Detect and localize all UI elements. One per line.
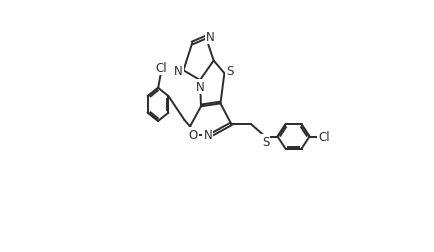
Text: N: N <box>196 81 204 94</box>
Text: Cl: Cl <box>318 131 330 143</box>
Text: S: S <box>262 135 270 148</box>
Text: N: N <box>174 65 183 77</box>
Text: N: N <box>206 30 214 44</box>
Text: S: S <box>226 65 233 78</box>
Text: Cl: Cl <box>155 61 167 75</box>
Text: N: N <box>204 129 212 141</box>
Text: O: O <box>189 129 198 141</box>
